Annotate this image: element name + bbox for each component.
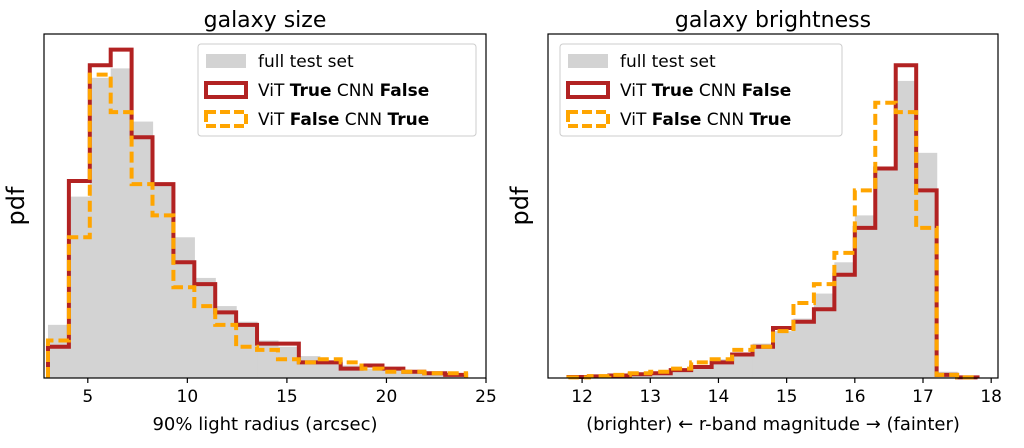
legend-swatch xyxy=(568,54,608,68)
hist-bar xyxy=(732,352,754,378)
hist-bar xyxy=(298,356,321,378)
hist-bar xyxy=(236,321,258,378)
hist-bar xyxy=(47,324,70,378)
legend-swatch xyxy=(566,81,610,99)
x-tick-label: 20 xyxy=(376,387,398,407)
x-tick-label: 13 xyxy=(639,387,661,407)
legend-label-part: False xyxy=(652,110,702,130)
legend-label: ViT False CNN True xyxy=(620,110,791,130)
y-axis-label: pdf xyxy=(506,186,534,225)
hist-bar xyxy=(403,371,425,378)
legend-label-part: False xyxy=(380,81,430,101)
legend-swatch xyxy=(566,110,610,128)
legend-label-part: True xyxy=(749,110,791,130)
legend-label-part: ViT xyxy=(258,110,290,130)
legend-label-part: full test set xyxy=(258,52,354,72)
x-tick-label: 14 xyxy=(708,387,730,407)
x-tick-label: 10 xyxy=(177,387,199,407)
hist-bar xyxy=(854,215,876,378)
hist-bar xyxy=(752,343,774,378)
hist-bar xyxy=(424,373,446,378)
hist-bar xyxy=(257,340,279,378)
x-tick-label: 25 xyxy=(475,387,497,407)
x-tick-label: 5 xyxy=(82,387,93,407)
hist-bar xyxy=(834,262,856,378)
legend-label: ViT True CNN False xyxy=(620,81,791,101)
hist-bar xyxy=(875,168,897,378)
hist-bar xyxy=(68,196,91,378)
x-axis-label: 90% light radius (arcsec) xyxy=(152,414,377,435)
hist-bar xyxy=(319,362,342,378)
hist-bar xyxy=(277,346,300,378)
hist-bar xyxy=(813,293,835,378)
axes-frame xyxy=(547,33,999,379)
legend-swatch xyxy=(206,54,246,68)
x-tick-label: 15 xyxy=(276,387,298,407)
series-3 xyxy=(566,100,980,380)
legend-label-part: full test set xyxy=(620,52,716,72)
legend-label: full test set xyxy=(258,52,354,72)
legend-label-part: ViT xyxy=(620,110,652,130)
legend-label-part: ViT xyxy=(620,81,652,101)
legend-swatch xyxy=(204,81,248,99)
legend-box xyxy=(197,43,477,137)
hist-bar xyxy=(131,121,154,379)
hist-bar xyxy=(89,77,112,379)
panel-galaxy-brightness: 12 13 14 15 16 17 18 galaxy brightness (brighter… xyxy=(506,8,1002,435)
legend-label-part: CNN xyxy=(694,81,742,101)
hist-bar xyxy=(773,331,795,378)
y-axis-label: pdf xyxy=(2,186,30,225)
legend-label: ViT True CNN False xyxy=(258,81,429,101)
series-1 xyxy=(568,80,979,378)
x-tick-label: 18 xyxy=(980,387,1002,407)
legend-label-part: CNN xyxy=(332,81,380,101)
legend-label-part: False xyxy=(742,81,792,101)
legend-swatch xyxy=(204,110,248,128)
legend-label-part: False xyxy=(290,110,340,130)
hist-bar xyxy=(152,184,175,378)
x-tick-label: 15 xyxy=(776,387,798,407)
x-tick-label: 12 xyxy=(571,387,593,407)
legend-label: full test set xyxy=(620,52,716,72)
hist-bar xyxy=(110,68,133,379)
series-3 xyxy=(45,72,469,378)
hist-bar xyxy=(361,368,384,378)
legend-label-part: ViT xyxy=(258,81,290,101)
chart-title: galaxy brightness xyxy=(675,8,871,33)
panel-galaxy-size: 5 10 15 20 25 galaxy size 90% light radius (ar… xyxy=(2,8,497,435)
legend-label-part: CNN xyxy=(701,110,749,130)
legend-label: ViT False CNN True xyxy=(258,110,429,130)
chart-title: galaxy size xyxy=(204,8,327,33)
legend-box xyxy=(559,43,843,137)
hist-bar xyxy=(382,370,404,378)
legend-label-part: CNN xyxy=(339,110,387,130)
hist-bar xyxy=(173,237,195,378)
hist-step-line xyxy=(45,72,469,378)
hist-bar xyxy=(194,277,216,378)
hist-bar xyxy=(916,152,938,378)
hist-step-line xyxy=(566,100,980,380)
hist-bar xyxy=(793,318,815,378)
hist-bar xyxy=(670,368,692,378)
hist-bar xyxy=(215,306,237,378)
legend-label-part: True xyxy=(290,81,332,101)
x-tick-label: 17 xyxy=(912,387,934,407)
hist-bar xyxy=(895,80,917,378)
x-axis-label: (brighter) ← r-band magnitude → (fainter… xyxy=(586,414,960,435)
x-tick-label: 16 xyxy=(844,387,866,407)
axes-frame xyxy=(43,33,487,379)
legend-label-part: True xyxy=(652,81,694,101)
legend-label-part: True xyxy=(387,110,429,130)
